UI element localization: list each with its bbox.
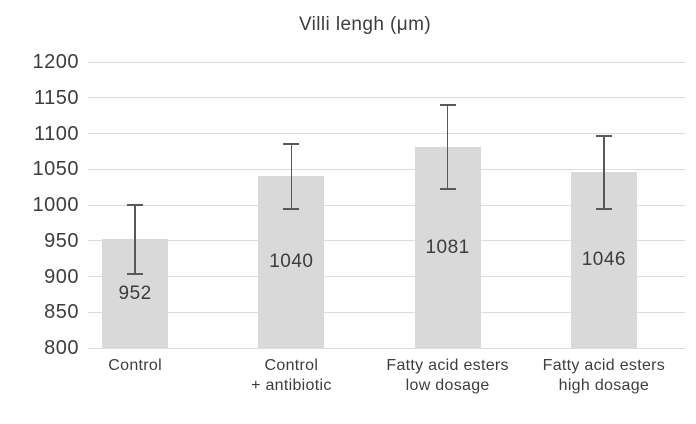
gridline (88, 311, 685, 313)
y-tick-label: 800 (44, 337, 79, 359)
bar: 952 (102, 239, 169, 348)
gridline (88, 347, 685, 349)
bar-value-label: 1081 (425, 236, 470, 258)
error-bar-cap-bottom (595, 207, 612, 210)
x-tick-label: Control + antibiotic (251, 357, 332, 394)
bar-value-label: 1040 (269, 251, 314, 273)
x-tick-label: Fatty acid esters low dosage (386, 357, 509, 394)
y-tick-label: 1150 (33, 86, 79, 109)
error-bar-cap-bottom (439, 188, 456, 191)
error-bar-line (134, 205, 136, 274)
error-bar-cap-bottom (127, 272, 144, 275)
chart-title: Villi lengh (μm) (298, 14, 432, 35)
gridline (88, 61, 685, 63)
error-bar-cap-top (127, 204, 144, 206)
error-bar-cap-top (439, 103, 456, 106)
y-tick-label: 1050 (32, 158, 79, 181)
gridline (88, 97, 685, 99)
y-tick-label: 850 (44, 301, 79, 324)
error-bar-line (603, 135, 605, 209)
x-tick-label: Fatty acid esters high dosage (542, 357, 666, 394)
y-tick-label: 900 (44, 265, 79, 288)
error-bar-cap-top (595, 134, 612, 137)
bar-value-label: 952 (118, 282, 152, 304)
y-tick-label: 1200 (32, 51, 79, 73)
gridline (88, 204, 685, 206)
error-bar-line (446, 104, 449, 190)
error-bar-line (290, 143, 293, 210)
bar-value-label: 1046 (581, 249, 627, 271)
bar: 1081 (414, 147, 481, 348)
x-tick-label: Control (108, 357, 162, 374)
gridline (88, 276, 685, 277)
y-tick-label: 1100 (33, 122, 79, 145)
gridline (88, 240, 685, 242)
gridline (88, 133, 685, 134)
y-tick-label: 1000 (32, 194, 79, 216)
error-bar-cap-top (283, 142, 300, 145)
y-tick-label: 950 (44, 229, 79, 252)
gridline (88, 168, 685, 170)
error-bar-cap-bottom (283, 208, 300, 211)
